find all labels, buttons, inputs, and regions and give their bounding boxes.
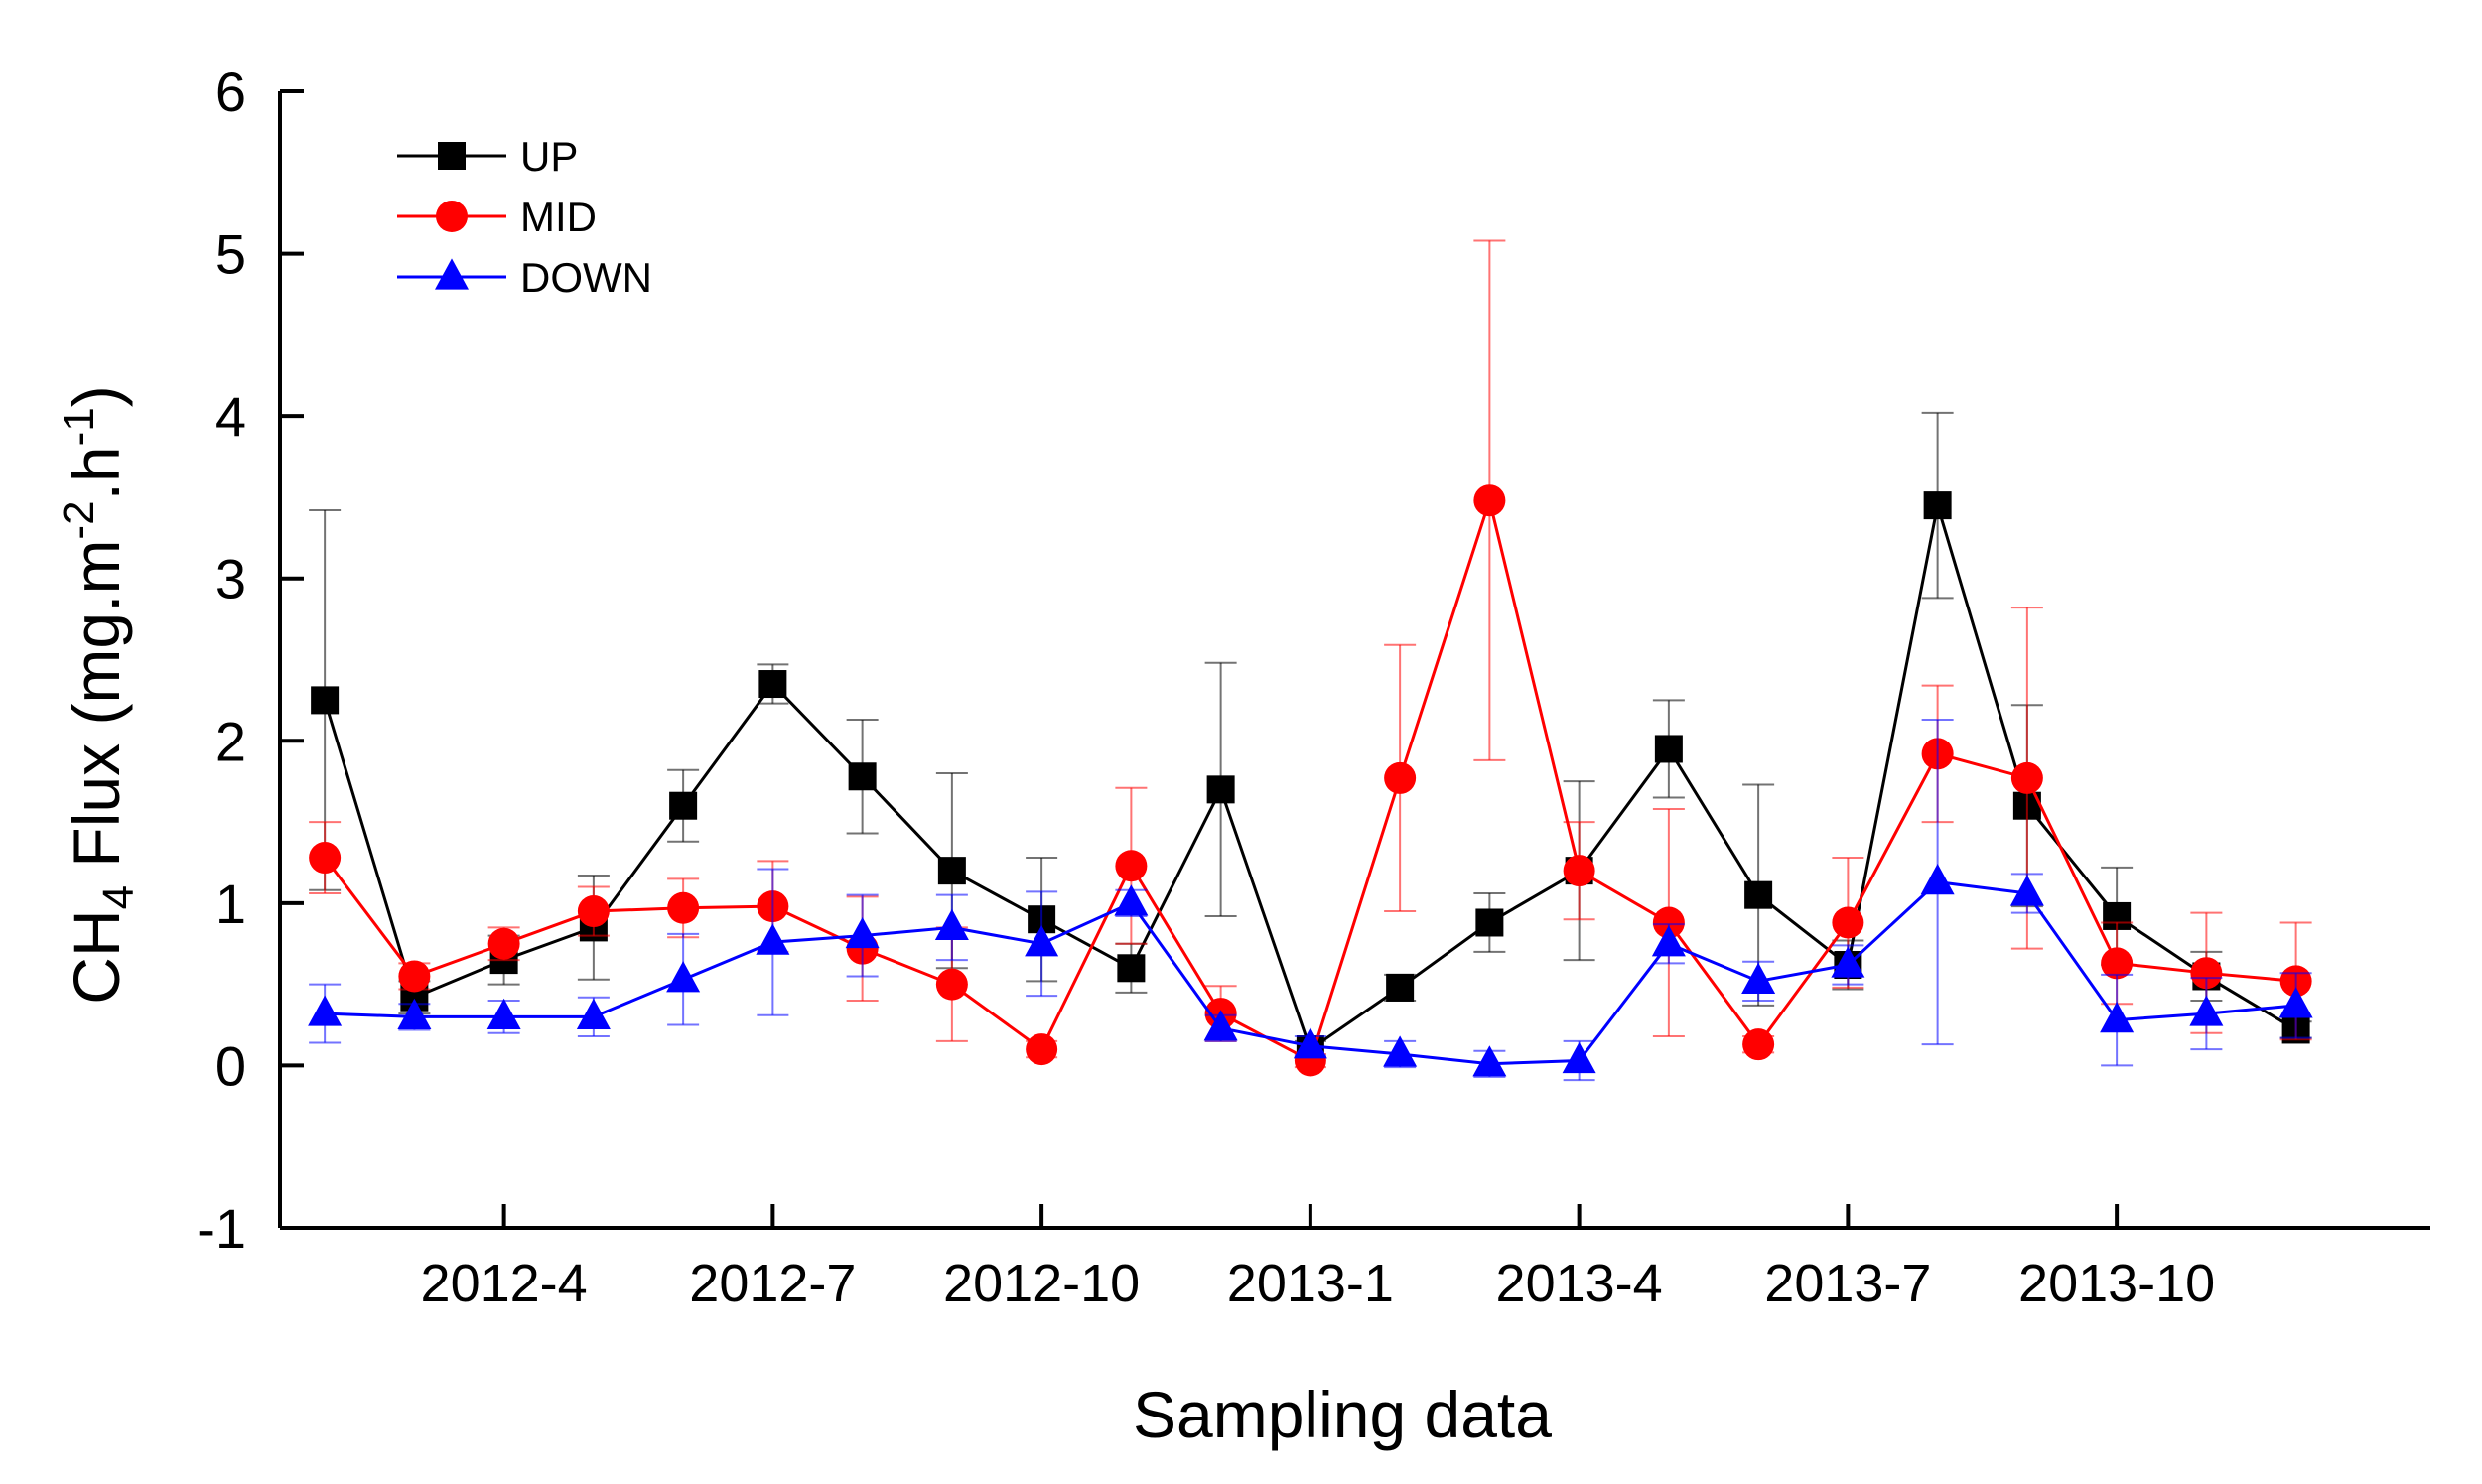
x-tick-label: 2013-7 xyxy=(1764,1254,1931,1313)
data-point-down xyxy=(576,998,611,1029)
data-point-down xyxy=(845,916,880,949)
series-line-mid xyxy=(323,494,2296,1063)
data-point-down xyxy=(2278,987,2313,1018)
y-axis-label-sup2: -1 xyxy=(55,407,103,446)
series-line-up xyxy=(323,504,2297,1052)
data-point-mid xyxy=(1652,906,1685,939)
y-tick-label: 0 xyxy=(215,1034,246,1097)
series-mid xyxy=(309,239,2312,1077)
data-point-down xyxy=(486,998,521,1029)
data-point-up xyxy=(848,762,877,791)
data-point-down xyxy=(1383,1035,1418,1067)
data-point-down xyxy=(2100,1002,2135,1033)
data-point-up xyxy=(758,670,787,699)
y-tick-label: -1 xyxy=(197,1197,246,1260)
series-up xyxy=(309,411,2312,1064)
y-tick-label: 2 xyxy=(215,710,246,772)
x-tick-label: 2012-7 xyxy=(689,1254,856,1313)
data-point-down xyxy=(1920,863,1955,895)
data-point-down xyxy=(756,923,790,955)
x-tick-label: 2013-4 xyxy=(1496,1254,1663,1313)
x-tick-label: 2013-10 xyxy=(2018,1254,2215,1313)
y-axis-label-sub: 4 xyxy=(94,885,143,909)
series-group xyxy=(308,239,2313,1082)
legend-marker xyxy=(438,142,466,170)
data-point-down xyxy=(1472,1045,1507,1077)
y-tick-label: 5 xyxy=(215,223,246,286)
y-tick-label: 6 xyxy=(215,61,246,123)
data-point-up xyxy=(1206,775,1235,804)
x-tick-label: 2012-10 xyxy=(943,1254,1140,1313)
data-point-down xyxy=(308,995,343,1026)
series-down xyxy=(308,719,2313,1082)
data-point-down xyxy=(1293,1027,1327,1059)
data-point-down xyxy=(1203,1010,1238,1041)
legend-label: UP xyxy=(520,133,578,180)
data-point-down xyxy=(934,908,969,940)
legend-marker xyxy=(435,258,469,290)
y-axis-label-end: ) xyxy=(60,385,133,407)
data-point-down xyxy=(397,998,432,1029)
data-point-down xyxy=(1562,1041,1596,1074)
data-point-down xyxy=(1651,925,1686,957)
data-point-down xyxy=(666,961,701,993)
data-point-up xyxy=(1475,908,1504,937)
y-axis-label: CH4 Flux (mg.m-2.h-1) xyxy=(55,385,143,1004)
data-point-up xyxy=(937,857,966,885)
y-axis-label-mid: .h xyxy=(60,446,133,500)
data-point-mid xyxy=(577,895,610,928)
data-point-mid xyxy=(667,891,700,924)
legend-item-down: DOWN xyxy=(397,254,652,301)
data-point-mid xyxy=(1115,850,1148,882)
data-point-mid xyxy=(1832,906,1864,939)
legend: UP MID DOWN xyxy=(397,133,652,301)
data-point-mid xyxy=(935,968,968,1001)
data-point-up xyxy=(1744,880,1773,909)
x-tick-label: 2013-1 xyxy=(1227,1254,1394,1313)
data-point-mid xyxy=(1563,855,1595,887)
legend-label: MID xyxy=(520,194,597,240)
axes: -1 0 1 2 3 4 5 6 2012-4 2012-7 2012-10 2013-1 2013-4… xyxy=(197,61,2430,1313)
y-axis-label-rest: Flux (mg.m xyxy=(60,540,133,885)
data-point-up xyxy=(311,686,340,715)
x-axis-label: Sampling data xyxy=(1133,1378,1552,1451)
data-point-mid xyxy=(2010,761,2043,794)
legend-item-mid: MID xyxy=(397,194,597,240)
y-axis-label-main: CH xyxy=(60,909,133,1004)
data-point-up xyxy=(1117,954,1146,983)
axis-labels: Sampling data CH4 Flux (mg.m-2.h-1) xyxy=(55,385,1552,1451)
data-point-mid xyxy=(1742,1028,1775,1061)
data-point-down xyxy=(2189,995,2224,1026)
legend-marker xyxy=(436,201,468,232)
data-point-mid xyxy=(398,960,431,993)
data-point-up xyxy=(1654,735,1683,763)
data-point-up xyxy=(1923,491,1952,520)
data-point-mid xyxy=(1026,1033,1058,1066)
data-point-mid xyxy=(1384,761,1417,794)
data-point-down xyxy=(1114,884,1149,916)
y-axis-label-sup1: -2 xyxy=(55,500,103,539)
data-point-mid xyxy=(2190,957,2223,990)
y-tick-label: 4 xyxy=(215,385,246,448)
data-point-down xyxy=(2009,875,2044,906)
data-point-mid xyxy=(1473,484,1506,517)
data-point-down xyxy=(1831,946,1865,978)
data-point-up xyxy=(669,791,698,820)
legend-item-up: UP xyxy=(397,133,578,180)
y-tick-label: 1 xyxy=(215,873,246,935)
data-point-mid xyxy=(2101,947,2134,980)
data-point-down xyxy=(1025,925,1059,957)
data-point-mid xyxy=(487,927,520,960)
data-point-down xyxy=(1741,962,1776,994)
data-point-mid xyxy=(309,842,342,875)
x-tick-label: 2012-4 xyxy=(421,1254,588,1313)
y-tick-label: 3 xyxy=(215,548,246,610)
legend-label: DOWN xyxy=(520,254,652,301)
data-point-up xyxy=(1386,973,1415,1002)
